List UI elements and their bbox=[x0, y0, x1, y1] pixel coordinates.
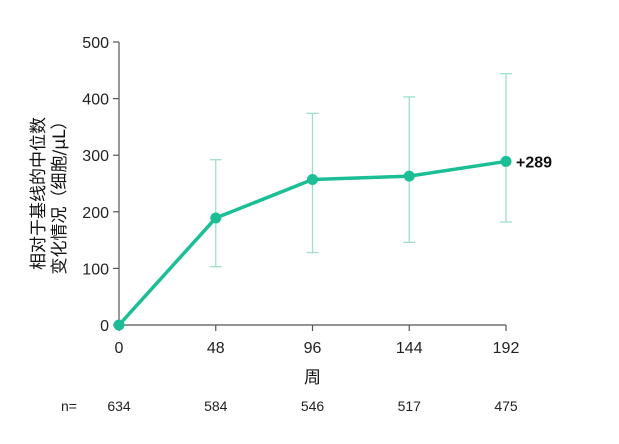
final-value-annotation: +289 bbox=[516, 154, 552, 171]
y-tick-label: 0 bbox=[100, 318, 109, 335]
x-tick-label: 0 bbox=[115, 340, 124, 357]
data-points bbox=[113, 155, 512, 331]
y-tick-label: 400 bbox=[82, 92, 109, 109]
n-value: 634 bbox=[107, 398, 131, 414]
data-point bbox=[403, 170, 415, 182]
y-tick-label: 100 bbox=[82, 261, 109, 278]
x-ticks: 0 48 96 144 192 bbox=[115, 325, 520, 357]
data-point bbox=[113, 319, 125, 331]
n-value: 475 bbox=[494, 398, 518, 414]
n-value: 584 bbox=[204, 398, 228, 414]
n-value: 517 bbox=[398, 398, 422, 414]
x-tick-label: 96 bbox=[304, 340, 322, 357]
data-point bbox=[500, 155, 512, 167]
y-axis-title: 相对于基线的中位数 变化情况（细胞/μL） bbox=[29, 112, 70, 274]
data-point bbox=[307, 174, 318, 186]
y-ticks: 0 100 200 300 400 500 bbox=[82, 35, 119, 335]
y-axis-title-line-1: 相对于基线的中位数 bbox=[29, 117, 49, 270]
n-values-row: 634 584 546 517 475 bbox=[107, 398, 518, 414]
y-tick-label: 300 bbox=[82, 148, 109, 165]
error-bars bbox=[209, 73, 512, 268]
y-axis-title-line-2: 变化情况（细胞/μL） bbox=[50, 112, 70, 274]
y-tick-label: 200 bbox=[82, 205, 109, 222]
y-tick-label: 500 bbox=[82, 35, 109, 52]
x-axis-title: 周 bbox=[304, 368, 321, 388]
n-label: n= bbox=[61, 398, 77, 414]
x-tick-label: 144 bbox=[396, 340, 423, 357]
data-point bbox=[210, 212, 222, 224]
n-value: 546 bbox=[301, 398, 325, 414]
x-tick-label: 192 bbox=[493, 340, 520, 357]
x-tick-label: 48 bbox=[207, 340, 225, 357]
